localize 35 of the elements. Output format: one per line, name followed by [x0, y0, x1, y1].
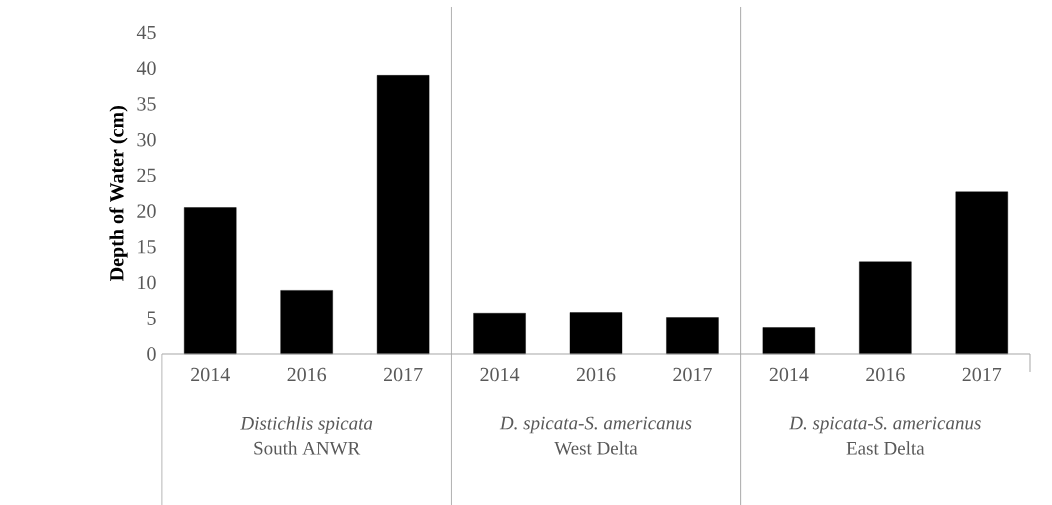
- y-tick-label: 30: [137, 132, 156, 147]
- bar: [859, 261, 912, 355]
- text: D. spicata-S. americanus: [789, 416, 981, 434]
- bar: [666, 317, 719, 355]
- y-tick-label: 20: [137, 204, 156, 218]
- bar: [762, 327, 816, 355]
- bar: [280, 290, 333, 355]
- y-tick-label: 25: [137, 168, 156, 183]
- x-tick-label: 2017: [673, 367, 712, 382]
- y-tick-label: 15: [138, 240, 156, 254]
- text: West Delta: [554, 441, 638, 455]
- text: D. spicata-S. americanus: [499, 416, 692, 434]
- x-tick-label: 2014: [191, 367, 230, 382]
- text: South ANWR: [254, 441, 361, 455]
- bar: [184, 207, 237, 355]
- bar: [473, 313, 526, 355]
- x-tick-label: 2014: [769, 367, 809, 382]
- y-axis-title: Depth of Water (cm): [109, 106, 128, 281]
- bar: [376, 75, 430, 355]
- text: Distichlis spicata: [240, 416, 373, 434]
- y-tick-label: 45: [136, 25, 156, 40]
- x-tick-label: 2016: [866, 367, 905, 382]
- y-tick-label: 0: [147, 347, 156, 361]
- y-tick-label: 35: [137, 97, 156, 111]
- text: East Delta: [846, 441, 925, 455]
- x-tick-label: 2017: [962, 367, 1002, 382]
- bar: [569, 312, 623, 355]
- y-tick-label: 40: [136, 61, 156, 75]
- y-tick-label: 10: [138, 275, 156, 290]
- x-tick-label: 2017: [383, 367, 423, 382]
- x-tick-label: 2014: [480, 367, 520, 382]
- x-tick-label: 2016: [287, 367, 327, 382]
- y-tick-label: 5: [147, 311, 156, 325]
- bar: [955, 191, 1008, 355]
- x-tick-label: 2016: [576, 367, 616, 382]
